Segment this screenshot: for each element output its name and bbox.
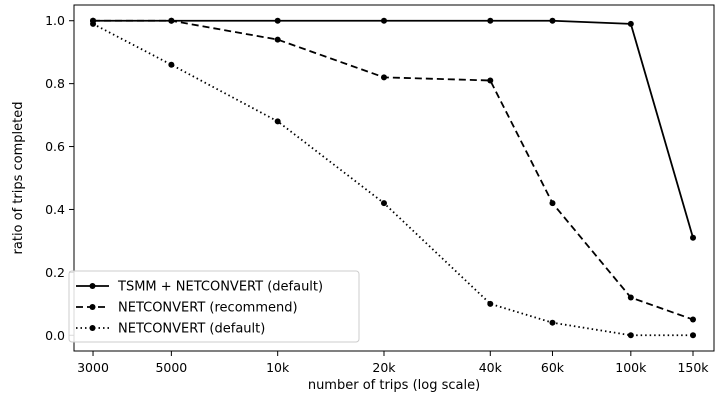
series-line (92, 23, 694, 337)
x-tick-label: 100k (615, 360, 647, 375)
x-tick-label: 5000 (155, 360, 187, 375)
data-point (380, 17, 387, 24)
series-line (93, 19, 694, 239)
x-tick-label: 40k (479, 360, 503, 375)
data-point (168, 61, 175, 68)
data-point (627, 332, 634, 339)
x-axis-label: number of trips (log scale) (308, 378, 480, 393)
series-group (90, 20, 697, 339)
x-tick-label: 60k (541, 360, 565, 375)
data-point (487, 300, 494, 307)
x-axis-ticks: 3000 5000 10k 20k 40k 60k 100k 150k (77, 351, 709, 375)
data-point (487, 77, 494, 84)
x-tick-label: 10k (266, 360, 290, 375)
data-point (627, 294, 634, 301)
y-axis-ticks: 0.0 0.2 0.4 0.6 0.8 1.0 (45, 13, 74, 343)
data-point (690, 234, 697, 241)
legend-marker (89, 283, 96, 289)
data-point (380, 74, 387, 81)
legend-label: NETCONVERT (default) (118, 322, 265, 337)
data-point (690, 316, 697, 323)
data-point (380, 200, 387, 207)
x-tick-label: 20k (372, 360, 396, 375)
data-point (274, 118, 281, 125)
data-point (274, 17, 281, 24)
data-point (549, 17, 556, 24)
axes-frame (73, 4, 715, 352)
x-tick-label: 150k (677, 360, 709, 375)
y-tick-label: 0.0 (45, 328, 65, 343)
y-axis-label: ratio of trips completed (11, 102, 26, 255)
data-point (690, 332, 697, 339)
legend-label: TSMM + NETCONVERT (default) (117, 280, 323, 295)
legend-marker (89, 304, 96, 310)
y-tick-label: 0.8 (45, 76, 65, 91)
data-point (90, 20, 97, 27)
data-point (487, 17, 494, 24)
data-point (549, 200, 556, 207)
y-tick-label: 1.0 (45, 13, 65, 28)
y-tick-label: 0.2 (45, 265, 65, 280)
series-group (90, 17, 697, 241)
series-line (93, 19, 694, 321)
legend-box (68, 270, 360, 343)
series-group (90, 17, 697, 323)
legend-marker (89, 325, 96, 331)
legend: TSMM + NETCONVERT (default) NETCONVERT (r… (68, 270, 360, 343)
y-tick-label: 0.6 (45, 139, 65, 154)
x-tick-label: 3000 (77, 360, 109, 375)
legend-label: NETCONVERT (recommend) (118, 301, 298, 316)
data-point (168, 17, 175, 24)
data-point (549, 319, 556, 326)
y-tick-label: 0.4 (45, 202, 65, 217)
plot-area (90, 17, 697, 339)
data-point (274, 36, 281, 43)
data-point (627, 20, 634, 27)
